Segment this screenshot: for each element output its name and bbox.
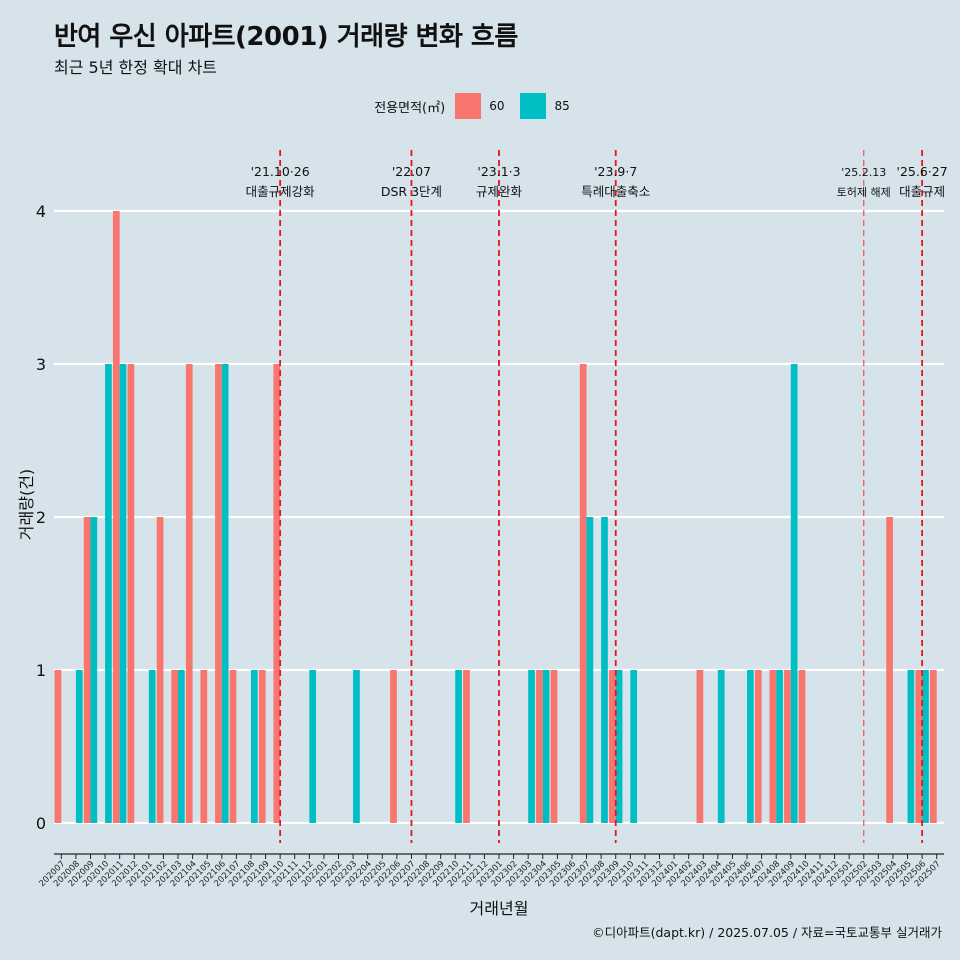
bar-60-202305 — [550, 670, 558, 823]
bar-85-202304 — [542, 670, 550, 823]
event-date: '23.9·7 — [594, 164, 637, 179]
bar-60-202103 — [171, 670, 179, 823]
bar-85-202303 — [528, 670, 535, 823]
bar-85-202008 — [75, 670, 83, 823]
bar-60-202011 — [112, 211, 120, 823]
bar-60-202109 — [258, 670, 266, 823]
legend-title: 전용면적(㎡) — [374, 100, 446, 116]
y-tick-label: 3 — [36, 355, 46, 374]
bar-85-202408 — [776, 670, 783, 823]
event-label: 규제완화 — [476, 184, 523, 199]
event-label: 토허제 해제 — [837, 185, 891, 199]
bar-85-202505 — [907, 670, 915, 823]
x-axis-title: 거래년월 — [470, 899, 529, 918]
y-tick-label: 1 — [36, 661, 46, 680]
bar-85-202307 — [586, 517, 594, 823]
event-date: '25.2.13 — [841, 166, 886, 179]
bar-60-202105 — [200, 670, 208, 823]
bar-85-202011 — [119, 364, 127, 823]
bar-85-202009 — [90, 517, 98, 823]
bar-85-202101 — [148, 670, 156, 823]
event-label: DSR 3단계 — [381, 184, 442, 199]
caption: ©디아파트(dapt.kr) / 2025.07.05 / 자료=국토교통부 실… — [592, 925, 942, 940]
bar-85-202406 — [747, 670, 754, 823]
bar-60-202211 — [463, 670, 470, 823]
chart-title: 반여 우신 아파트(2001) 거래량 변화 흐름 — [54, 22, 518, 52]
event-date: '25.6·27 — [897, 164, 948, 179]
legend-key-85 — [520, 93, 547, 119]
bar-60-202409 — [784, 670, 791, 823]
bar-60-202309 — [609, 670, 616, 823]
bar-85-202106 — [221, 364, 229, 823]
bar-60-202407 — [754, 670, 762, 823]
bar-60-202107 — [229, 670, 237, 823]
bar-60-202504 — [886, 517, 893, 823]
event-date: '21.10·26 — [251, 164, 310, 179]
bar-60-202104 — [185, 364, 193, 823]
bar-60-202410 — [798, 670, 806, 823]
event-label: 대출규제 — [899, 184, 945, 199]
bar-60-202304 — [536, 670, 543, 823]
bar-85-202108 — [250, 670, 258, 823]
event-label: 대출규제강화 — [246, 184, 316, 199]
bar-60-202507 — [929, 670, 937, 823]
chart-subtitle: 최근 5년 한정 확대 차트 — [54, 58, 218, 77]
bar-85-202010 — [105, 364, 112, 823]
bar-60-202102 — [156, 517, 164, 823]
bar-85-202210 — [455, 670, 462, 823]
bar-60-202012 — [127, 364, 135, 823]
event-label: 특례대출축소 — [581, 184, 650, 199]
legend-label-85: 85 — [554, 99, 570, 113]
legend: 전용면적(㎡) 60 85 — [0, 93, 960, 119]
bar-60-202110 — [273, 364, 281, 823]
bar-85-202409 — [790, 364, 798, 823]
bar-85-202203 — [353, 670, 360, 823]
event-date: '22.07 — [392, 164, 431, 179]
bar-60-202408 — [769, 670, 777, 823]
legend-key-60 — [455, 93, 482, 119]
bar-85-202103 — [178, 670, 185, 823]
bar-60-202403 — [696, 670, 704, 823]
bar-85-202404 — [717, 670, 725, 823]
bar-60-202206 — [390, 670, 397, 823]
y-tick-label: 2 — [36, 508, 46, 527]
bar-60-202007 — [54, 670, 62, 823]
bar-60-202106 — [215, 364, 222, 823]
bar-85-202309 — [615, 670, 623, 823]
y-axis-title: 거래량(건) — [17, 469, 36, 540]
bar-85-202308 — [601, 517, 608, 823]
event-date: '23.1·3 — [477, 164, 520, 179]
legend-label-60: 60 — [489, 99, 505, 113]
bar-60-202009 — [83, 517, 91, 823]
bar-60-202307 — [579, 364, 587, 823]
bar-85-202310 — [630, 670, 638, 823]
bar-85-202506 — [922, 670, 929, 823]
bar-85-202112 — [309, 670, 317, 823]
bar-60-202506 — [915, 670, 923, 823]
y-tick-label: 0 — [36, 814, 46, 833]
y-tick-label: 4 — [36, 202, 46, 221]
